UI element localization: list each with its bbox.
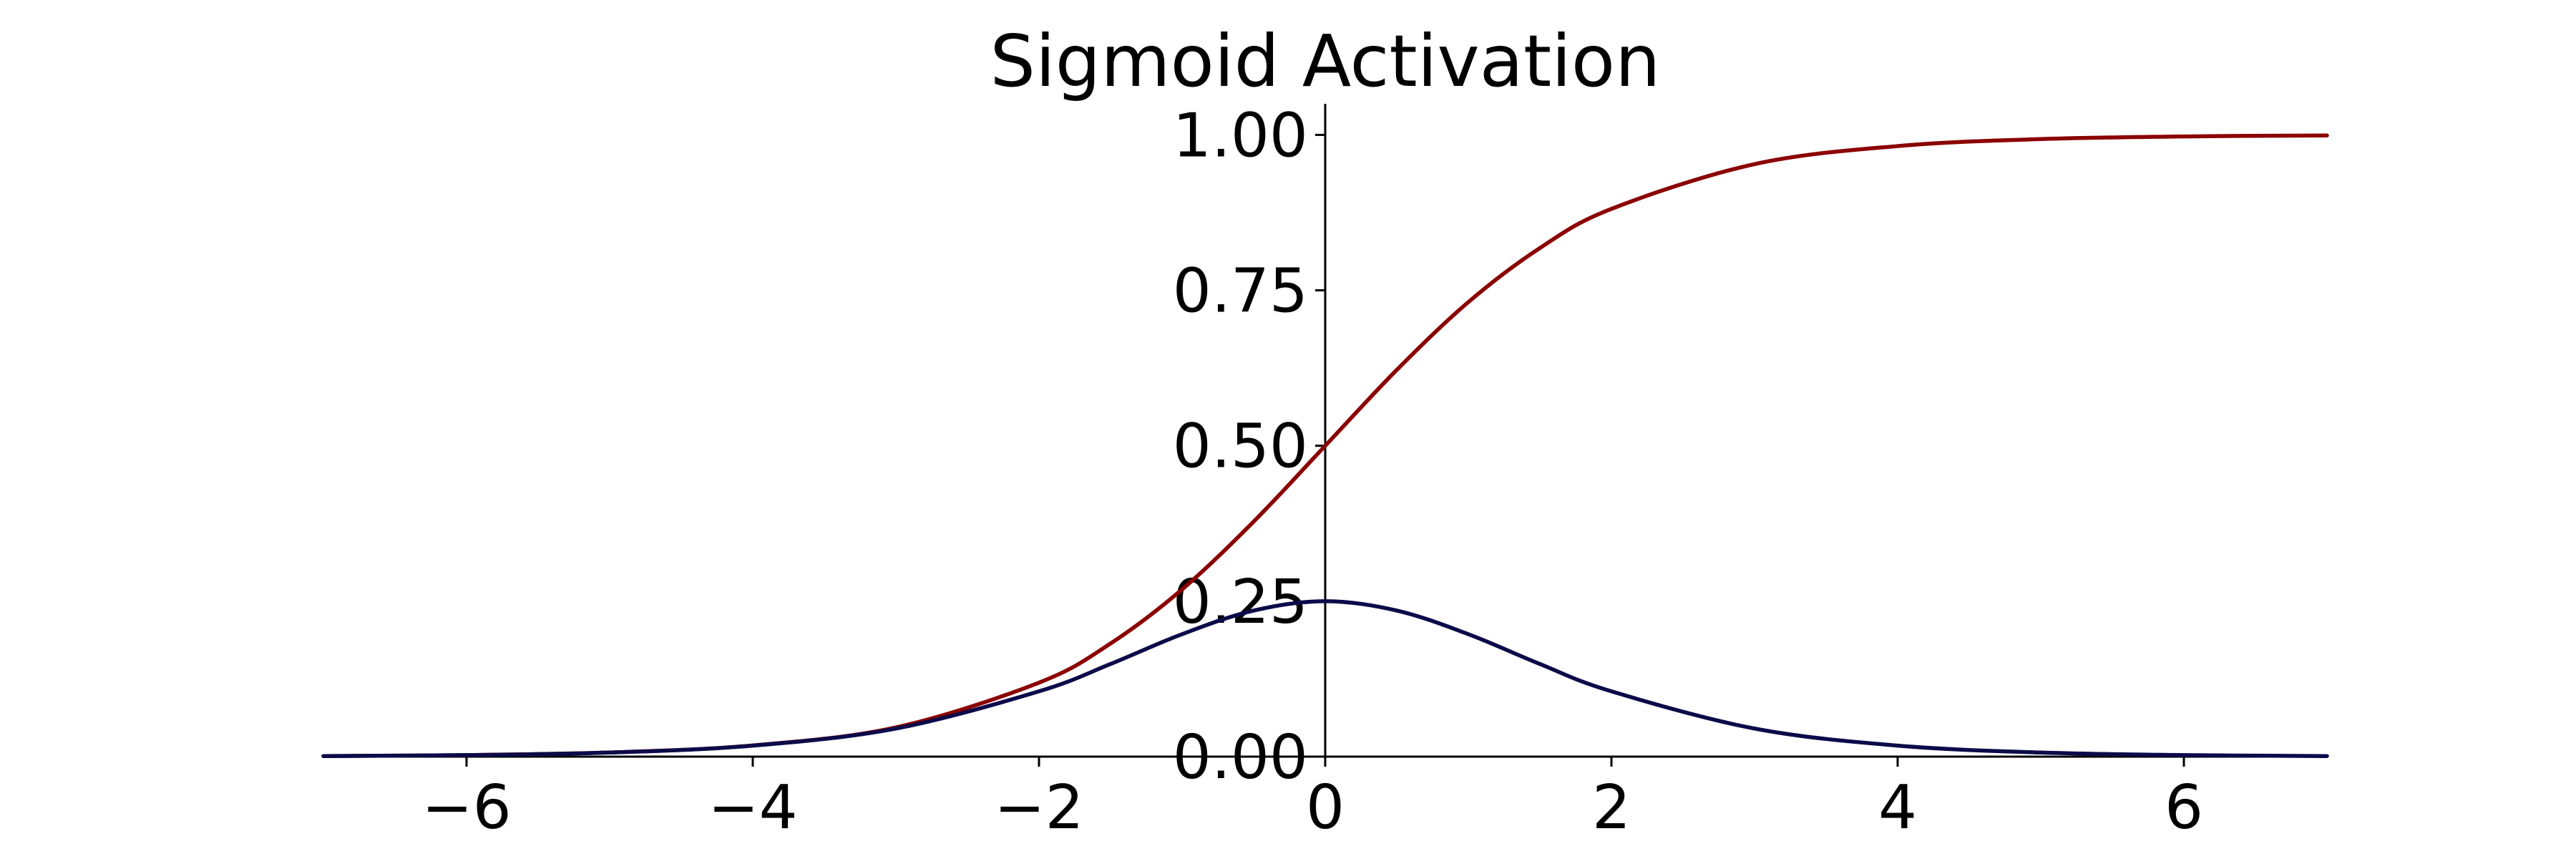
sigmoid-derivative-line bbox=[321, 599, 2329, 758]
x-tick-label: −2 bbox=[994, 772, 1083, 843]
x-tick-label: −6 bbox=[421, 772, 511, 843]
x-tick-label: −4 bbox=[708, 772, 797, 843]
x-tick-label: 4 bbox=[1878, 772, 1917, 843]
x-tick-label: 2 bbox=[1592, 772, 1631, 843]
y-tick-label: 0.75 bbox=[1173, 256, 1308, 327]
y-tick-label: 1.00 bbox=[1173, 100, 1308, 171]
x-ticks: −6 −4 −2 0 2 4 6 bbox=[421, 757, 2203, 843]
y-tick-label: 0.50 bbox=[1173, 412, 1308, 482]
y-ticks: 0.000.250.500.751.00 bbox=[1173, 100, 1325, 793]
x-tick-label: 6 bbox=[2165, 772, 2203, 843]
chart-title: Sigmoid Activation bbox=[990, 19, 1660, 103]
series-layer bbox=[321, 133, 2329, 758]
y-tick-label: 0.00 bbox=[1173, 722, 1308, 793]
x-tick-label: 0 bbox=[1306, 772, 1345, 843]
